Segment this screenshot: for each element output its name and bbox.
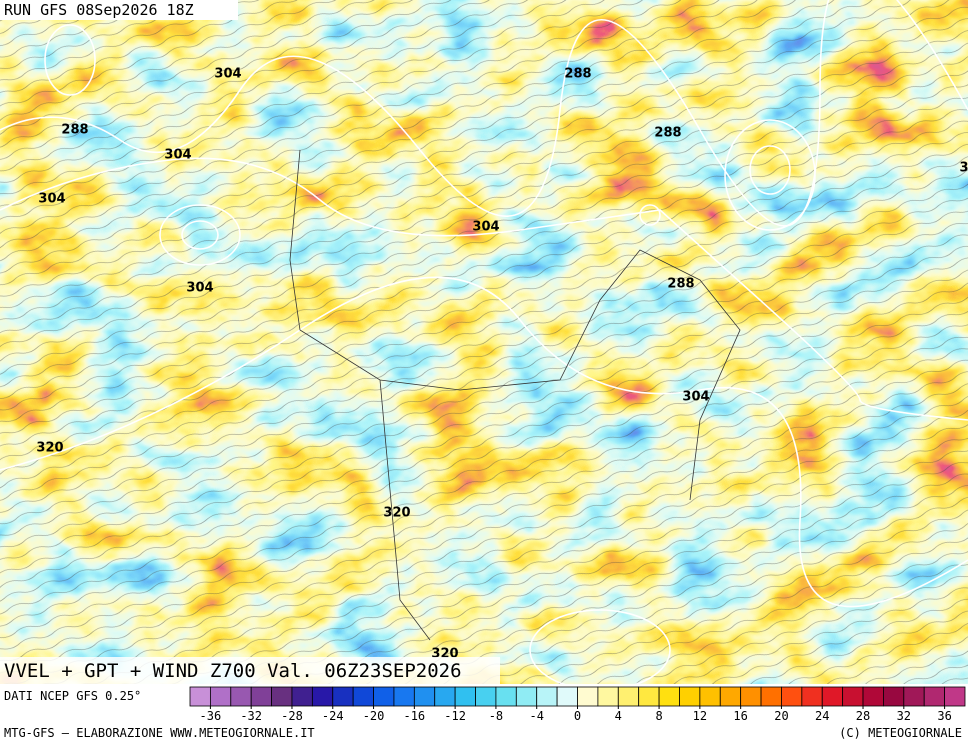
colorbar-swatch (250, 686, 272, 707)
colorbar-tick-label: 0 (574, 709, 581, 723)
colorbar-swatch (781, 686, 803, 707)
colorbar-tick-label: 20 (774, 709, 788, 723)
colorbar-swatch (271, 686, 293, 707)
colorbar-swatch (801, 686, 823, 707)
colorbar-swatch (883, 686, 905, 707)
colorbar-swatch (352, 686, 374, 707)
contour-label: 304 (38, 192, 65, 207)
footer-left: MTG-GFS — ELABORAZIONE WWW.METEOGIORNALE… (4, 726, 315, 740)
colorbar-swatch (434, 686, 456, 707)
source-label: DATI NCEP GFS 0.25° (4, 689, 141, 703)
colorbar-swatch (209, 686, 232, 707)
colorbar-tick-label: -20 (363, 709, 385, 723)
colorbar-tick-label: 16 (733, 709, 747, 723)
colorbar-swatch (230, 686, 252, 707)
colorbar-tick-label: -28 (281, 709, 303, 723)
colorbar-swatch (719, 686, 742, 707)
colorbar-swatch (760, 686, 782, 707)
wind-streamlines (0, 0, 968, 684)
colorbar-tick-label: 24 (815, 709, 829, 723)
contour-label: 304 (164, 148, 191, 163)
colorbar-swatch (495, 686, 517, 707)
colorbar-tick-label: 8 (655, 709, 662, 723)
run-box (0, 0, 238, 20)
colorbar-swatch (638, 686, 660, 707)
contour-label: 304 (472, 220, 499, 235)
colorbar-tick-label: -8 (489, 709, 503, 723)
colorbar-swatch (311, 686, 334, 707)
colorbar-swatch (393, 686, 415, 707)
contour-label: 288 (61, 123, 88, 138)
footer-right: (C) METEOGIORNALE (839, 726, 962, 740)
colorbar-swatch (515, 686, 538, 707)
colorbar-swatch (821, 686, 844, 707)
title-box (0, 657, 500, 684)
colorbar-swatch (373, 686, 395, 707)
colorbar-swatch (699, 686, 721, 707)
contour-label: 304 (214, 67, 241, 82)
colorbar-tick-label: 12 (693, 709, 707, 723)
colorbar-tick-label: 36 (937, 709, 951, 723)
colorbar-swatch (597, 686, 619, 707)
contour-label: 320 (383, 506, 410, 521)
contour-label: 3 (959, 161, 968, 176)
colorbar-swatch (923, 686, 946, 707)
colorbar-swatch (332, 686, 354, 707)
colorbar-tick-label: -4 (529, 709, 543, 723)
colorbar-swatch (454, 686, 476, 707)
map-title: VVEL + GPT + WIND Z700 Val. 06Z23SEP2026 (4, 660, 462, 682)
colorbar-swatch (475, 686, 497, 707)
map: 304 288 304 304 304 288 304 304 288 288 … (0, 0, 968, 690)
colorbar: -36 -32 -28 -24 -20 -16 -12 -8 -4 0 4 8 12 16 20 24 28 32… (189, 686, 966, 723)
colorbar-swatch (189, 686, 211, 707)
gpt-contours (0, 0, 968, 690)
colorbar-swatch (617, 686, 640, 707)
colorbar-swatch (536, 686, 558, 707)
colorbar-tick-label: 4 (615, 709, 622, 723)
colorbar-tick-label: -36 (200, 709, 222, 723)
colorbar-swatch (556, 686, 578, 707)
colorbar-swatch (291, 686, 313, 707)
colorbar-swatch (413, 686, 436, 707)
colorbar-swatch (842, 686, 864, 707)
run-label: RUN GFS 08Sep2026 18Z (4, 1, 194, 19)
contour-label: 304 (186, 281, 213, 296)
colorbar-tick-label: 32 (897, 709, 911, 723)
contour-label: 304 (682, 390, 709, 405)
colorbar-tick-label: 28 (856, 709, 870, 723)
colorbar-swatch (862, 686, 884, 707)
colorbar-swatch (658, 686, 680, 707)
contour-label: 288 (654, 126, 681, 141)
colorbar-swatch (944, 686, 966, 707)
contour-label: 288 (564, 67, 591, 82)
colorbar-swatch (679, 686, 701, 707)
coastlines (289, 149, 741, 641)
colorbar-tick-label: -32 (240, 709, 262, 723)
colorbar-tick-label: -12 (444, 709, 466, 723)
colorbar-tick-label: -24 (322, 709, 344, 723)
colorbar-swatch (577, 686, 599, 707)
colorbar-swatch (903, 686, 925, 707)
colorbar-tick-label: -16 (403, 709, 425, 723)
contour-label: 320 (36, 441, 63, 456)
colorbar-swatch (740, 686, 762, 707)
contour-label: 288 (667, 277, 694, 292)
